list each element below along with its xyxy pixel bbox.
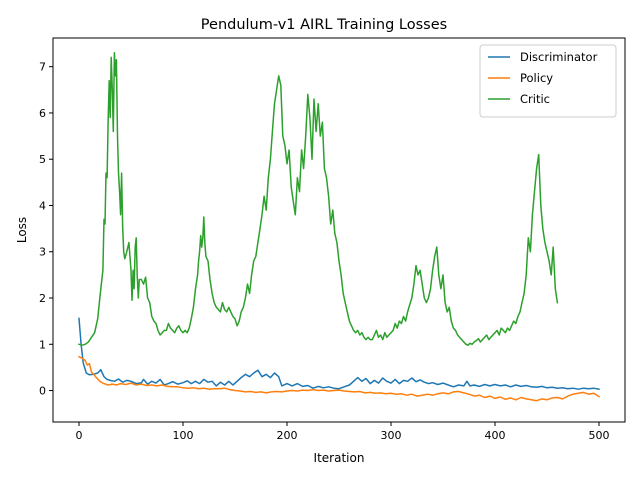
legend-box xyxy=(479,44,617,118)
series-line-discriminator xyxy=(78,317,600,391)
series-line-policy xyxy=(78,355,601,402)
x-tick-label: 0 xyxy=(76,429,83,442)
x-axis-label: Iteration xyxy=(314,451,365,465)
x-axis: 0 100 200 300 400 500 xyxy=(76,422,610,442)
x-tick-label: 200 xyxy=(277,429,298,442)
legend-label: Policy xyxy=(520,71,553,85)
chart-title: Pendulum-v1 AIRL Training Losses xyxy=(201,17,447,33)
x-tick-label: 300 xyxy=(381,429,402,442)
plot-frame xyxy=(52,37,626,423)
y-axis: 0 1 2 3 4 5 6 7 xyxy=(39,61,53,398)
y-axis-label: Loss xyxy=(15,217,29,243)
y-tick-label: 7 xyxy=(39,61,46,74)
y-tick-label: 2 xyxy=(39,292,46,305)
x-tick-label: 100 xyxy=(173,429,194,442)
y-tick-label: 5 xyxy=(39,153,46,166)
series-layer xyxy=(78,52,601,402)
legend: Discriminator Policy Critic xyxy=(479,44,617,118)
y-tick-label: 3 xyxy=(39,246,46,259)
y-tick-label: 4 xyxy=(39,199,46,212)
legend-label: Critic xyxy=(520,92,550,106)
y-tick-label: 6 xyxy=(39,107,46,120)
y-tick-label: 1 xyxy=(39,338,46,351)
y-tick-label: 0 xyxy=(39,385,46,398)
series-line-critic xyxy=(78,52,559,346)
legend-label: Discriminator xyxy=(520,50,598,64)
x-tick-label: 500 xyxy=(589,429,610,442)
x-tick-label: 400 xyxy=(485,429,506,442)
